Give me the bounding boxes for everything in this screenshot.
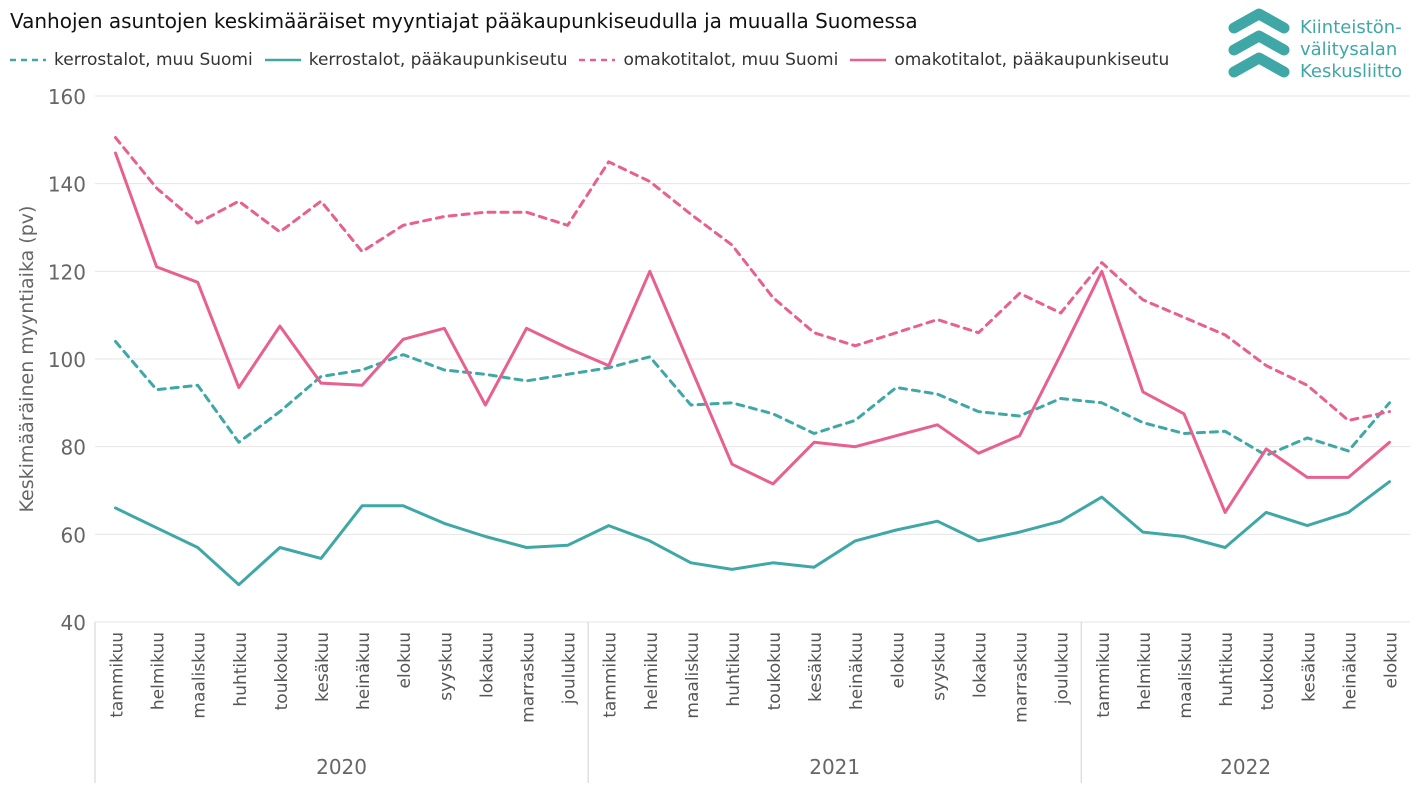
x-year-label: 2020 — [316, 755, 367, 779]
legend-item[interactable]: kerrostalot, muu Suomi — [10, 50, 253, 70]
y-tick-label: 80 — [61, 436, 86, 460]
x-tick-label: heinäkuu — [847, 632, 867, 710]
x-tick-label: syyskuu — [436, 632, 456, 701]
x-tick-label: elokuu — [1381, 632, 1401, 688]
x-tick-label: toukokuu — [1258, 632, 1278, 710]
series-line-solid — [114, 151, 1391, 514]
y-tick-label: 120 — [48, 260, 86, 284]
y-tick-label: 60 — [61, 523, 86, 547]
y-axis-label: Keskimääräinen myyntiaika (pv) — [16, 206, 38, 513]
x-tick-label: marraskuu — [518, 632, 538, 723]
x-year-label: 2022 — [1220, 755, 1271, 779]
x-tick-label: kesäkuu — [313, 632, 333, 702]
x-tick-label: toukokuu — [765, 632, 785, 710]
legend-swatch-solid — [850, 58, 887, 62]
legend-swatch-dashed — [10, 58, 46, 62]
x-tick-label: helmikuu — [642, 632, 662, 710]
legend-label: kerrostalot, muu Suomi — [54, 50, 253, 70]
x-tick-label: maaliskuu — [1176, 632, 1196, 719]
x-tick-label: maaliskuu — [683, 632, 703, 719]
legend-label: omakotitalot, pääkaupunkiseutu — [894, 50, 1170, 70]
series-line-dashed — [114, 136, 1391, 422]
legend-label: omakotitalot, muu Suomi — [623, 50, 839, 70]
legend-label: kerrostalot, pääkaupunkiseutu — [308, 50, 568, 70]
x-tick-label: maaliskuu — [190, 632, 210, 719]
x-tick-label: huhtikuu — [231, 632, 251, 707]
x-tick-label: huhtikuu — [724, 632, 744, 707]
x-tick-label: kesäkuu — [1299, 632, 1319, 702]
logo-line: Keskusliitto — [1300, 61, 1403, 82]
legend-item[interactable]: omakotitalot, muu Suomi — [579, 50, 838, 70]
x-tick-label: marraskuu — [1012, 632, 1032, 723]
x-tick-label: elokuu — [888, 632, 908, 688]
y-tick-label: 40 — [61, 611, 86, 635]
x-tick-label: elokuu — [395, 632, 415, 688]
x-tick-label: joulukuu — [1053, 632, 1073, 705]
series-line-solid — [114, 480, 1391, 587]
chart-legend: kerrostalot, muu Suomi kerrostalot, pääk… — [10, 50, 1181, 70]
y-tick-label: 140 — [48, 173, 86, 197]
x-tick-label: helmikuu — [1135, 632, 1155, 710]
x-tick-label: tammikuu — [1094, 632, 1114, 718]
logo-line: välitysalan — [1300, 39, 1398, 60]
x-tick-label: heinäkuu — [1340, 632, 1360, 710]
x-tick-label: lokakuu — [477, 632, 497, 698]
x-tick-label: huhtikuu — [1217, 632, 1237, 707]
legend-swatch-solid — [264, 58, 301, 62]
x-tick-label: lokakuu — [971, 632, 991, 698]
logo-text: Kiinteistön- välitysalan Keskusliitto — [1300, 17, 1402, 83]
legend-swatch-dashed — [579, 58, 616, 62]
x-tick-label: tammikuu — [601, 632, 621, 718]
chart-title: Vanhojen asuntojen keskimääräiset myynti… — [10, 9, 918, 33]
x-tick-label: joulukuu — [560, 632, 580, 705]
legend-item[interactable]: omakotitalot, pääkaupunkiseutu — [850, 50, 1169, 70]
x-tick-label: helmikuu — [149, 632, 169, 710]
x-tick-label: kesäkuu — [806, 632, 826, 702]
x-tick-label: tammikuu — [108, 632, 128, 718]
x-tick-label: toukokuu — [272, 632, 292, 710]
kvkl-logo: Kiinteistön- välitysalan Keskusliitto — [1226, 8, 1421, 88]
x-year-label: 2021 — [809, 755, 860, 779]
x-tick-label: heinäkuu — [354, 632, 374, 710]
logo-line: Kiinteistön- — [1300, 17, 1402, 38]
chevrons-logo-icon — [1228, 8, 1290, 78]
x-tick-label: syyskuu — [929, 632, 949, 701]
legend-item[interactable]: kerrostalot, pääkaupunkiseutu — [264, 50, 568, 70]
y-tick-label: 160 — [48, 85, 86, 109]
y-tick-label: 100 — [48, 348, 86, 372]
series-line-dashed — [114, 340, 1391, 457]
